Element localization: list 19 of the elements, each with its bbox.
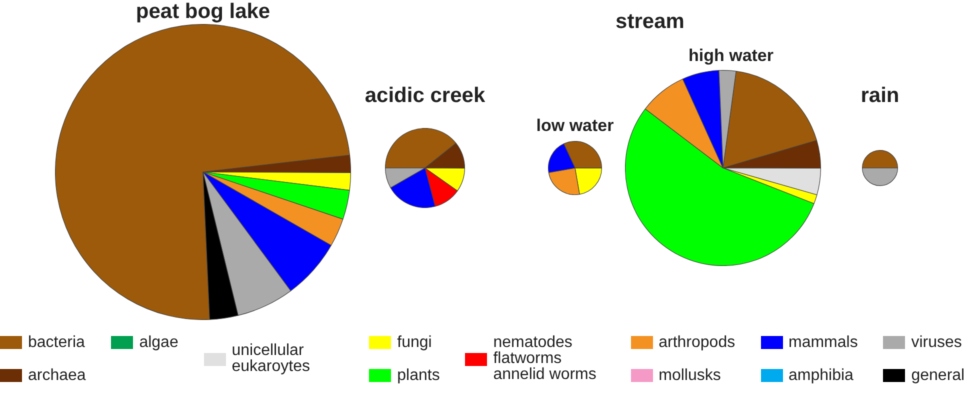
slice-label: acidic creek — [364, 84, 486, 108]
text: stream — [616, 10, 684, 34]
slice-label: rain — [860, 84, 900, 108]
legend-label: mollusks — [658, 366, 721, 384]
legend-label: nematodes flatworms annelid worms — [493, 334, 598, 383]
slice-label: low water — [536, 116, 614, 136]
legend-label: viruses — [911, 334, 962, 350]
legend-label: unicellular eukaroytes — [232, 342, 311, 375]
legend-label: fungi — [397, 334, 432, 350]
legend-label: bacteria — [28, 334, 85, 350]
legend-label: general — [911, 366, 965, 384]
legend-label: algae — [139, 334, 178, 350]
legend-label: mammals — [788, 334, 858, 350]
slice-label: peat bog lake — [136, 0, 270, 24]
legend-label: amphibia — [788, 366, 854, 384]
slice-label: high water — [688, 46, 774, 66]
legend-label: plants — [397, 366, 440, 384]
legend-label: arthropods — [658, 334, 736, 350]
legend-label: archaea — [28, 366, 86, 384]
